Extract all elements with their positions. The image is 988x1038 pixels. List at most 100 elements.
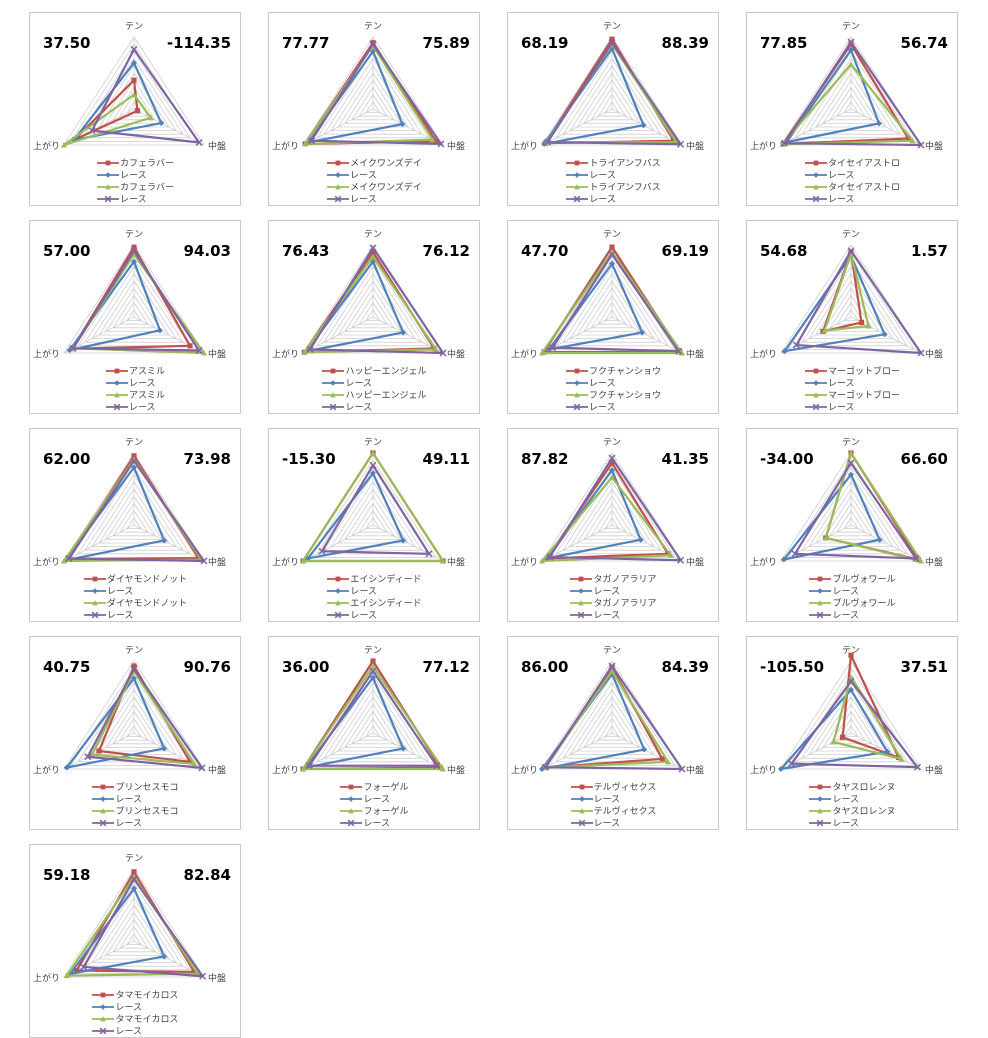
legend-item-label: プリンセスモコ xyxy=(115,806,179,816)
axis-label-agari: 上がり xyxy=(750,556,777,567)
right-stat-value: 49.11 xyxy=(422,450,470,468)
radar-chart-panel: 76.43 76.12 テン 中盤 上がり ハッピーエンジェル レース ハッピーエンジェル レー… xyxy=(268,220,480,414)
marker-triangle-icon xyxy=(665,758,671,765)
legend-marker-icon xyxy=(570,796,593,802)
marker-triangle-icon xyxy=(114,392,120,398)
legend-item-label: フォーゲル xyxy=(363,806,409,816)
marker-x-icon xyxy=(677,140,685,148)
radar-chart-panel: 62.00 73.98 テン 中盤 上がり ダイヤモンドノット レース ダイヤモンドノット レー… xyxy=(29,428,241,622)
marker-x-icon xyxy=(369,461,377,469)
legend-item: レース xyxy=(570,793,620,805)
legend-marker-icon xyxy=(340,819,363,827)
marker-diamond-icon xyxy=(881,331,888,338)
axis-label-chuban: 中盤 xyxy=(925,556,943,567)
axis-label-chuban: 中盤 xyxy=(686,348,704,359)
marker-x-icon xyxy=(369,40,377,48)
radar-chart-panel: -105.50 37.51 テン 中盤 上がり タヤスロレンヌ レース タヤスロレンヌ レース xyxy=(746,636,958,830)
marker-x-icon xyxy=(91,611,99,619)
legend-marker-icon xyxy=(92,819,115,827)
marker-square-icon xyxy=(370,658,376,664)
legend-marker-icon xyxy=(804,368,827,374)
legend-marker-icon xyxy=(566,380,589,386)
axis-label-chuban: 中盤 xyxy=(686,140,704,151)
marker-triangle-icon xyxy=(848,61,854,67)
legend-item-label: レース xyxy=(350,586,377,596)
axis-label-chuban: 中盤 xyxy=(447,556,465,567)
legend-item-label: プリンセスモコ xyxy=(115,782,179,792)
axis-label-chuban: 中盤 xyxy=(208,972,226,983)
legend-marker-icon xyxy=(92,808,115,814)
legend-item: レース xyxy=(565,169,616,181)
legend-marker-icon xyxy=(570,576,593,582)
axis-label-agari: 上がり xyxy=(511,764,538,775)
legend-item: タヤスロレンヌ xyxy=(808,781,896,793)
legend-marker-icon xyxy=(566,392,589,398)
marker-square-icon xyxy=(331,368,336,374)
radar-series-x xyxy=(306,244,447,357)
marker-diamond-icon xyxy=(781,348,788,355)
legend-item: レース xyxy=(804,401,855,413)
marker-triangle-icon xyxy=(370,663,376,669)
legend-marker-icon xyxy=(322,368,345,374)
marker-square-icon xyxy=(131,453,137,459)
axis-label-ten: テン xyxy=(125,645,143,655)
chart-legend-items: トライアンフバス レース トライアンフバス レース xyxy=(565,157,661,205)
radar-chart-panel: 37.50 -114.35 テン 中盤 上がり カフェラバー レース カフェラバー レース xyxy=(29,12,241,206)
marker-diamond-icon xyxy=(370,258,376,265)
legend-item: アスミル xyxy=(105,389,165,401)
left-stat-value: 77.77 xyxy=(282,34,330,52)
legend-marker-icon xyxy=(340,784,363,790)
marker-x-icon xyxy=(817,819,824,827)
marker-x-icon xyxy=(608,662,616,670)
legend-item: タヤスロレンヌ xyxy=(808,805,896,817)
radar-series-x xyxy=(546,454,685,564)
chart-legend-items: フォーゲル レース フォーゲル レース xyxy=(339,781,409,829)
marker-square-icon xyxy=(96,748,102,754)
legend-item: レース xyxy=(565,193,616,205)
marker-diamond-icon xyxy=(92,588,98,594)
legend-item-label: レース xyxy=(106,610,134,620)
marker-x-icon xyxy=(88,127,96,135)
marker-x-icon xyxy=(69,344,77,352)
axis-label-agari: 上がり xyxy=(33,972,60,983)
right-stat-value: 88.39 xyxy=(661,34,709,52)
legend-item-label: テルヴィセクス xyxy=(593,806,657,816)
radar-series-diamond xyxy=(541,45,647,147)
chart-legend-items: マーゴットブロー レース マーゴットブロー レース xyxy=(804,365,900,413)
marker-x-icon xyxy=(330,403,337,411)
axis-label-ten: テン xyxy=(842,21,860,31)
marker-diamond-icon xyxy=(609,467,615,474)
marker-square-icon xyxy=(370,249,376,255)
legend-marker-icon xyxy=(105,368,128,374)
legend-item-label: メイクワンズデイ xyxy=(350,158,422,168)
radar-series-x xyxy=(318,461,433,558)
marker-triangle-icon xyxy=(301,349,308,355)
legend-marker-icon xyxy=(809,808,832,814)
radar-series-x xyxy=(792,247,925,357)
legend-item: レース xyxy=(808,585,859,597)
legend-item-label: ブルヴォワール xyxy=(832,574,896,584)
marker-x-icon xyxy=(913,763,922,771)
marker-triangle-icon xyxy=(440,766,446,772)
marker-x-icon xyxy=(369,667,377,675)
marker-triangle-icon xyxy=(898,755,905,762)
axis-label-ten: テン xyxy=(364,21,382,31)
marker-x-icon xyxy=(573,403,581,411)
marker-x-icon xyxy=(548,344,557,352)
legend-item-label: ハッピーエンジェル xyxy=(345,366,427,376)
legend-item-label: フクチャンショウ xyxy=(589,366,661,376)
legend-item: レース xyxy=(569,585,620,597)
right-stat-value: 82.84 xyxy=(183,866,231,884)
axis-label-ten: テン xyxy=(125,853,143,863)
marker-x-icon xyxy=(787,760,796,768)
legend-item-label: エイシンディード xyxy=(350,598,422,608)
marker-x-icon xyxy=(608,454,616,462)
marker-triangle-icon xyxy=(370,253,376,260)
chart-legend: タヤスロレンヌ レース タヤスロレンヌ レース xyxy=(747,781,957,829)
legend-item: レース xyxy=(808,793,859,805)
chart-legend-items: ダイヤモンドノット レース ダイヤモンドノット レース xyxy=(83,573,187,621)
